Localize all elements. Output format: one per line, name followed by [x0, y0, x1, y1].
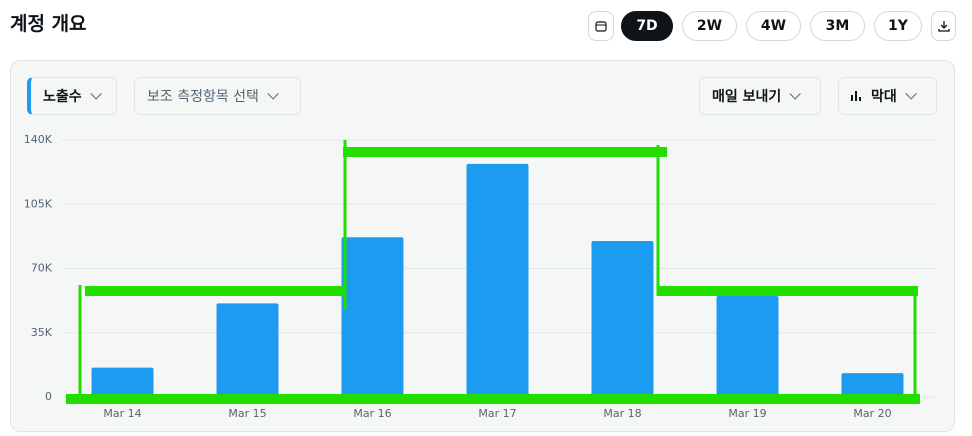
bar [466, 163, 529, 397]
annotations [66, 140, 920, 404]
secondary-dropdown[interactable]: 보조 측정항목 선택 [134, 77, 301, 115]
download-icon [937, 21, 950, 32]
download-button[interactable] [931, 11, 956, 41]
page-title: 계정 개요 [10, 13, 87, 35]
x-tick-label: Mar 14 [103, 407, 141, 420]
export-dropdown[interactable]: 매일 보내기 [699, 77, 821, 115]
bar [341, 237, 404, 397]
calendar-icon [595, 21, 607, 32]
x-tick-label: Mar 16 [353, 407, 391, 420]
metric-dropdown[interactable]: 노출수 [27, 77, 117, 115]
bar [91, 367, 154, 397]
range-button[interactable]: 2W [682, 11, 737, 41]
x-tick-label: Mar 20 [853, 407, 891, 420]
y-tick-label: 105K [24, 197, 53, 210]
range-button[interactable]: 1Y [874, 11, 922, 41]
range-button[interactable]: 3M [810, 11, 865, 41]
secondary-label: 보조 측정항목 선택 [147, 89, 259, 105]
y-tick-label: 35K [31, 326, 53, 339]
bar [716, 296, 779, 397]
range-button[interactable]: 4W [746, 11, 801, 41]
export-label: 매일 보내기 [712, 89, 782, 105]
chart-kind-dropdown[interactable]: 막대 [838, 77, 937, 115]
x-tick-label: Mar 18 [603, 407, 641, 420]
calendar-button[interactable] [588, 11, 614, 41]
bar [841, 373, 904, 397]
y-tick-label: 140K [24, 133, 53, 146]
x-tick-label: Mar 15 [228, 407, 266, 420]
y-tick-label: 0 [45, 390, 52, 403]
x-tick-label: Mar 19 [728, 407, 766, 420]
range-button[interactable]: 7D [621, 11, 673, 41]
bar [591, 240, 654, 397]
x-tick-label: Mar 17 [478, 407, 516, 420]
chart-kind-label: 막대 [871, 89, 897, 105]
metric-label: 노출수 [43, 89, 82, 105]
y-tick-label: 70K [31, 262, 53, 275]
bar-icon [851, 91, 861, 101]
bar [216, 303, 279, 397]
